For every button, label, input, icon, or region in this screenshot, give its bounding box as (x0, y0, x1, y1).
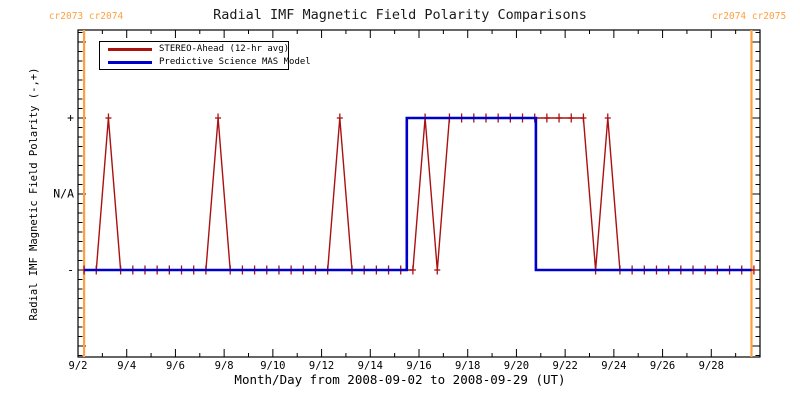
legend-box: STEREO-Ahead (12-hr avg) Predictive Scie… (99, 41, 311, 70)
x-tick-label: 9/28 (698, 360, 724, 372)
x-tick-label: 9/16 (406, 360, 432, 372)
y-axis-title: Radial IMF Magnetic Field Polarity (-,+) (28, 67, 40, 321)
x-tick-label: 9/8 (214, 360, 234, 372)
legend-entry-stereo: STEREO-Ahead (12-hr avg) (100, 44, 290, 54)
model-line-swatch (108, 60, 152, 64)
legend-entry-model: Predictive Science MAS Model (100, 57, 311, 67)
x-tick-labels: 9/2 9/4 9/6 9/8 9/10 9/12 9/14 9/16 9/18 9/20 9/22… (0, 360, 800, 374)
x-tick-label: 9/20 (503, 360, 530, 372)
x-tick-label: 9/6 (165, 360, 185, 372)
legend-label-model: Predictive Science MAS Model (159, 57, 311, 67)
carrington-label-left: cr2073 cr2074 (48, 11, 124, 22)
stereo-line (84, 117, 754, 271)
x-tick-label: 9/24 (601, 360, 627, 372)
carrington-label-right: cr2074 cr2075 (711, 11, 787, 22)
y-tick-label-plus: + (67, 110, 74, 125)
x-tick-label: 9/4 (117, 360, 137, 372)
chart-title: Radial IMF Magnetic Field Polarity Compa… (213, 7, 587, 23)
stereo-line-swatch (108, 47, 152, 51)
x-tick-label: 9/10 (260, 360, 286, 372)
x-tick-label: 9/2 (68, 360, 88, 372)
x-axis-title: Month/Day from 2008-09-02 to 2008-09-29 … (234, 372, 566, 387)
model-line (84, 116, 752, 272)
x-tick-label: 9/14 (357, 360, 383, 372)
x-tick-label: 9/18 (455, 360, 481, 372)
x-tick-label: 9/26 (649, 360, 676, 372)
x-tick-label: 9/12 (308, 360, 335, 372)
y-tick-label-minus: - (67, 262, 74, 277)
legend-label-stereo: STEREO-Ahead (12-hr avg) (159, 44, 290, 54)
y-tick-label-na: N/A (53, 186, 74, 201)
x-tick-label: 9/22 (552, 360, 578, 372)
